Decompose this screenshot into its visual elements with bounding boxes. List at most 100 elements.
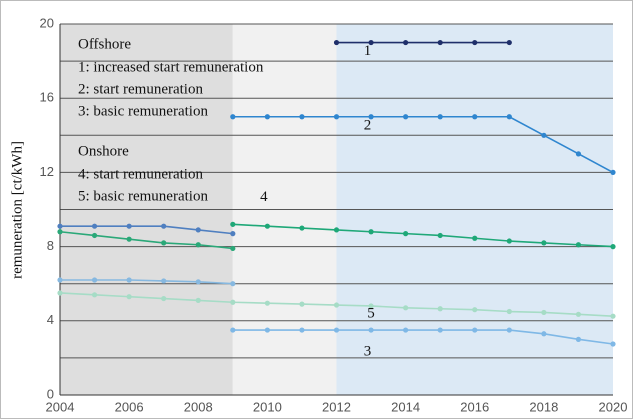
x-tick-label: 2020 [599,399,628,414]
data-point [333,227,340,233]
data-point [91,232,98,239]
data-point [610,341,616,347]
data-point [161,278,167,284]
data-point [333,302,340,308]
data-point [230,281,236,287]
data-point [333,39,340,46]
data-point [195,297,201,303]
x-tick-label: 2012 [322,399,351,414]
data-point [403,114,409,120]
data-point [610,169,616,175]
legend-title: Onshore [78,143,129,159]
y-tick-label: 16 [40,90,54,105]
data-point [403,305,409,311]
data-point [264,300,270,306]
data-point [437,327,443,333]
data-point [472,327,478,333]
y-axis-label: remuneration [ct/kWh] [9,141,25,279]
data-point [57,290,63,296]
y-tick-label: 12 [40,164,54,179]
data-point [506,114,512,120]
data-point [472,235,478,241]
data-point [161,223,167,229]
data-point [403,231,409,237]
x-tick-label: 2006 [115,399,144,414]
data-point [437,114,443,120]
data-point [299,301,305,307]
data-point [91,292,98,298]
data-point [195,242,201,248]
series-line [59,230,233,250]
data-point [541,132,547,138]
series-line [232,329,614,345]
x-tick-label: 2008 [184,399,213,414]
data-point [57,229,63,235]
y-tick-label: 8 [47,238,54,253]
data-point [575,242,582,248]
data-point [541,331,547,337]
data-point [506,39,512,46]
data-point [161,240,167,246]
data-point [161,295,167,302]
data-point [230,327,236,333]
data-point [299,114,305,120]
legend-item: 4: start remuneration [78,166,203,182]
data-point [126,223,132,229]
data-point [368,229,374,235]
data-point [333,327,340,333]
data-point [91,223,98,229]
data-point [575,336,582,342]
series-line [232,115,614,174]
data-point [299,225,305,231]
data-point [126,277,132,283]
data-point [437,39,443,46]
data-point [575,151,582,157]
data-point [506,238,512,244]
x-tick-label: 2016 [460,399,489,414]
data-point [91,277,98,283]
data-point [57,223,63,229]
data-point [264,327,270,333]
x-tick-label: 2010 [253,399,282,414]
data-point [610,244,616,250]
data-point [264,114,270,120]
data-point [541,309,547,316]
legend-item: 1: increased start remuneration [78,59,264,75]
data-point [195,227,201,233]
legend-item: 2: start remuneration [78,81,203,97]
x-tick-label: 2004 [46,399,75,414]
x-tick-label: 2018 [529,399,558,414]
data-point [437,306,443,312]
series-label: 1 [364,43,372,59]
series-label: 5 [367,306,375,322]
data-point [506,308,512,315]
data-point [575,311,582,317]
legend-item: 5: basic remuneration [78,188,208,204]
data-point [230,245,236,252]
data-point [230,299,236,305]
data-point [403,39,409,46]
series-label: 3 [364,344,372,360]
legend-item: 3: basic remuneration [78,103,208,119]
data-point [230,221,236,227]
data-point [506,327,512,333]
data-point [403,327,409,333]
y-tick-label: 4 [47,312,54,327]
series-label: 2 [364,117,372,133]
data-point [368,39,374,46]
data-point [126,236,132,242]
data-point [195,279,201,285]
data-point [472,307,478,313]
data-point [472,114,478,120]
data-point [230,231,236,237]
data-point [299,327,305,333]
data-point [126,294,132,300]
data-point [368,327,374,333]
data-point [230,114,236,120]
legend-title: Offshore [78,36,131,52]
data-point [368,114,374,120]
data-point [333,114,340,120]
x-tick-label: 2014 [391,399,420,414]
data-point [541,240,547,246]
